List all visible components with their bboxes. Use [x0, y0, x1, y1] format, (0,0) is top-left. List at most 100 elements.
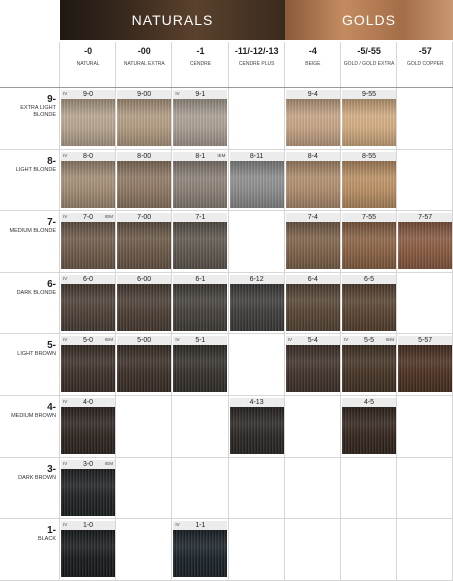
shade-code: 6-1	[195, 275, 206, 283]
swatch-label-strip: IV 1-1	[173, 521, 228, 531]
swatch-label-strip: IV 4-0	[61, 398, 115, 407]
swatch-label-strip: 6-4	[285, 274, 340, 284]
shade-swatch: 7-00	[117, 213, 172, 270]
column-header: -00 NATURAL EXTRA	[116, 46, 172, 67]
row-divider	[0, 87, 453, 88]
column-code: -11/-12/-13	[234, 46, 279, 56]
shade-code: 7-57	[418, 214, 433, 222]
row-label: 4- MEDIUM BROWN	[0, 402, 56, 420]
iv-tag: IV	[63, 337, 68, 343]
hair-strand-sample	[173, 530, 228, 578]
column-header: -57 GOLD COPPER	[397, 46, 453, 67]
shade-swatch: 9-55	[342, 90, 396, 146]
column-name: NATURAL EXTRA	[123, 61, 165, 67]
row-label: 9- EXTRA LIGHT BLONDE	[0, 94, 56, 119]
swatch-label-strip: 8-1 IEM	[173, 151, 228, 161]
swatch-label-strip: IV 5-5 IEM	[342, 336, 396, 346]
naturals-group-banner: NATURALS	[60, 0, 285, 40]
hair-strand-sample	[61, 160, 115, 208]
shade-code: 5-4	[307, 337, 318, 345]
iv-tag: IV	[175, 337, 180, 343]
shade-swatch: 9-4	[285, 90, 340, 146]
shade-code: 4-0	[82, 399, 94, 406]
shade-swatch: 5-57	[398, 336, 453, 393]
golds-group-title: GOLDS	[341, 12, 396, 28]
hair-strand-sample	[61, 222, 115, 270]
shade-code: 5-57	[418, 337, 433, 345]
iem-tag: IEM	[104, 214, 113, 220]
row-label: 1- BLACK	[0, 525, 56, 543]
shade-swatch: 6-4	[285, 274, 340, 331]
hair-strand-sample	[173, 222, 228, 270]
hair-strand-sample	[285, 99, 340, 146]
column-header: -5/-55 GOLD / GOLD EXTRA	[341, 46, 397, 67]
shade-code: 1-0	[82, 522, 94, 530]
shade-swatch: IV 5-0 IEM	[61, 336, 115, 393]
shade-swatch: 8-55	[342, 151, 396, 208]
row-label: 5- LIGHT BROWN	[0, 340, 56, 358]
hair-strand-sample	[61, 345, 115, 393]
shade-swatch: 4-13	[229, 398, 284, 454]
swatch-label-strip: 9-55	[342, 90, 396, 99]
shade-code: 5-1	[195, 337, 206, 345]
shade-code: 7-1	[195, 214, 206, 222]
shade-code: 5-5	[363, 337, 375, 345]
hair-strand-sample	[342, 222, 396, 270]
hair-strand-sample	[173, 160, 228, 208]
hair-strand-sample	[398, 345, 453, 393]
shade-code: 8-11	[249, 152, 264, 160]
column-header: -1 CENDRE	[172, 46, 228, 67]
row-divider	[0, 210, 453, 211]
row-label: 7- MEDIUM BLONDE	[0, 217, 56, 235]
shade-swatch: IV 9-1	[173, 90, 228, 146]
iem-tag: IEM	[104, 460, 113, 466]
column-divider	[228, 42, 229, 580]
iv-tag: IV	[63, 91, 68, 96]
column-name: GOLD / GOLD EXTRA	[343, 61, 395, 67]
iem-tag: IEM	[385, 337, 394, 343]
swatch-label-strip: IV 9-0	[61, 90, 115, 99]
hair-strand-sample	[117, 345, 172, 393]
column-code: -4	[308, 46, 317, 56]
swatch-label-strip: 6-12	[229, 274, 284, 284]
hair-strand-sample	[173, 99, 228, 146]
hair-strand-sample	[342, 283, 396, 331]
naturals-group-title: NATURALS	[131, 12, 214, 28]
swatch-label-strip: 7-00	[117, 213, 172, 223]
column-name: GOLD COPPER	[406, 61, 444, 67]
column-header: -0 NATURAL	[60, 46, 116, 67]
swatch-label-strip: 4-5	[342, 398, 396, 407]
shade-swatch: 6-12	[229, 274, 284, 331]
row-level-name: BLACK	[37, 536, 56, 543]
shade-swatch: 4-5	[342, 398, 396, 454]
hair-strand-sample	[117, 222, 172, 270]
shade-code: 5-0	[82, 337, 94, 345]
shade-swatch: 7-55	[342, 213, 396, 270]
shade-swatch: IV 1-0	[61, 521, 115, 578]
swatch-label-strip: 8-11	[229, 151, 284, 161]
shade-code: 6-5	[363, 275, 375, 283]
shade-swatch: 8-11	[229, 151, 284, 208]
shade-code: 7-4	[307, 214, 318, 222]
row-level-name: LIGHT BLONDE	[15, 166, 56, 173]
shade-swatch: 8-1 IEM	[173, 151, 228, 208]
hair-strand-sample	[61, 468, 115, 516]
swatch-label-strip: IV 6-0	[61, 274, 115, 284]
row-level-name: DARK BLONDE	[16, 289, 56, 296]
row-level-number: 3-	[47, 463, 56, 475]
iv-tag: IV	[287, 337, 293, 343]
shade-swatch: 6-00	[117, 274, 172, 331]
swatch-label-strip: 8-55	[342, 151, 396, 161]
iv-tag: IV	[175, 91, 180, 96]
hair-strand-sample	[61, 407, 115, 454]
swatch-label-strip: IV 1-0	[61, 521, 115, 531]
shade-code: 9-1	[195, 91, 206, 98]
row-level-number: 6-	[47, 278, 56, 290]
hair-strand-sample	[229, 160, 284, 208]
row-level-number: 7-	[47, 217, 56, 229]
iem-tag: IEM	[217, 152, 226, 158]
shade-code: 6-4	[307, 275, 318, 283]
shade-swatch: 7-1	[173, 213, 228, 270]
shade-swatch: 8-4	[285, 151, 340, 208]
shade-code: 5-00	[137, 337, 152, 345]
